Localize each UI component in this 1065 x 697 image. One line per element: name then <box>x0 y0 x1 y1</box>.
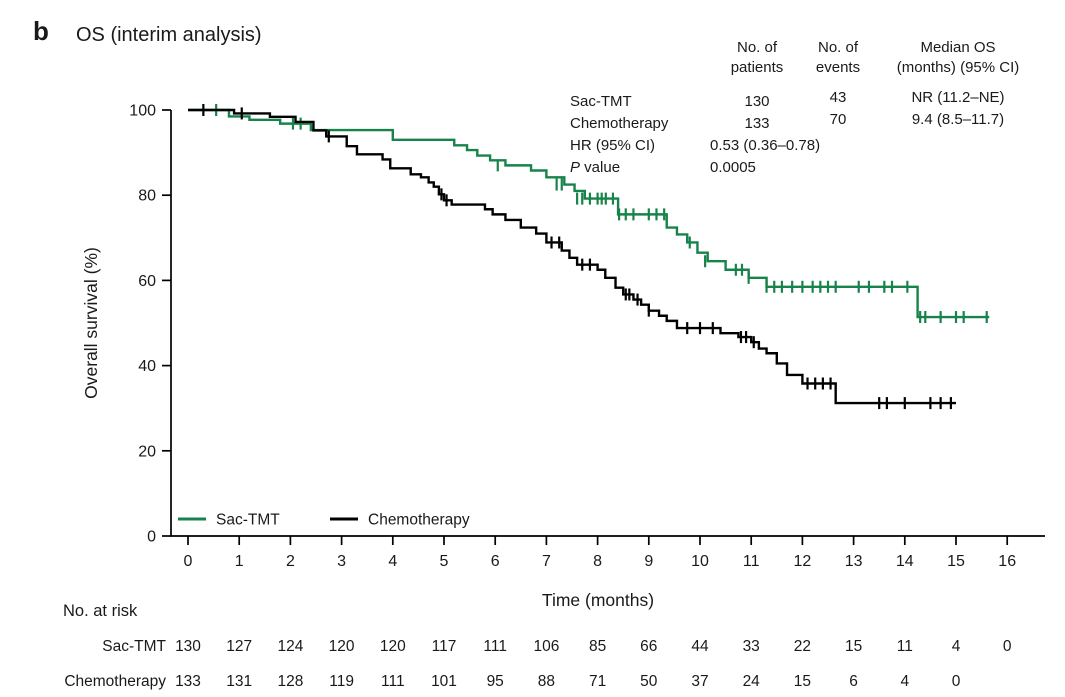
x-tick-label: 13 <box>845 553 863 570</box>
risk-value: 111 <box>381 673 405 690</box>
x-tick-label: 4 <box>388 553 397 570</box>
risk-value: 119 <box>329 673 354 690</box>
risk-value: 117 <box>432 638 457 655</box>
stats-value-median-sac: NR (11.2–NE) <box>911 89 1005 106</box>
risk-value: 15 <box>845 638 862 655</box>
risk-value: 22 <box>794 638 811 655</box>
x-tick-label: 16 <box>998 553 1016 570</box>
risk-value: 50 <box>640 673 658 690</box>
stats-value-median-chemo: 9.4 (8.5–11.7) <box>911 111 1005 128</box>
x-tick-label: 14 <box>896 553 914 570</box>
risk-value: 44 <box>691 638 709 655</box>
stats-header-median-os: Median OS (months) (95% CI) <box>896 39 1020 76</box>
risk-value: 133 <box>175 673 201 690</box>
stats-header-patients: No. of patients <box>730 39 784 76</box>
risk-value: 128 <box>277 673 303 690</box>
risk-value: 71 <box>589 673 606 690</box>
risk-value: 130 <box>175 638 201 655</box>
x-tick-label: 7 <box>542 553 551 570</box>
risk-value: 0 <box>952 673 961 690</box>
risk-value: 120 <box>380 638 406 655</box>
page-title: OS (interim analysis) <box>76 24 262 46</box>
risk-value: 6 <box>849 673 858 690</box>
legend-label-sac-tmt: Sac-TMT <box>216 512 280 529</box>
stats-row-label-p-value: P value <box>570 159 621 176</box>
y-tick-label: 80 <box>138 188 156 205</box>
risk-value: 124 <box>277 638 303 655</box>
risk-value: 85 <box>589 638 606 655</box>
x-tick-label: 15 <box>947 553 965 570</box>
x-tick-label: 3 <box>337 553 346 570</box>
y-tick-label: 100 <box>129 103 156 120</box>
stats-row-label-hr: HR (95% CI) <box>570 137 656 154</box>
x-tick-label: 2 <box>286 553 295 570</box>
risk-value: 131 <box>226 673 252 690</box>
x-tick-label: 5 <box>440 553 449 570</box>
risk-value: 33 <box>743 638 760 655</box>
y-axis-label: Overall survival (%) <box>81 247 101 399</box>
stats-row-label-chemotherapy: Chemotherapy <box>570 115 669 132</box>
x-tick-label: 12 <box>794 553 812 570</box>
x-tick-label: 8 <box>593 553 602 570</box>
stats-header-events: No. of events <box>815 39 861 76</box>
risk-value: 37 <box>691 673 708 690</box>
x-tick-label: 11 <box>743 553 760 570</box>
stats-value-hr: 0.53 (0.36–0.78) <box>710 137 821 154</box>
risk-value: 120 <box>329 638 355 655</box>
x-tick-label: 6 <box>491 553 500 570</box>
y-tick-label: 0 <box>147 529 156 546</box>
x-axis-label: Time (months) <box>542 590 654 610</box>
series-curve-sac-tmt <box>188 108 990 319</box>
stats-value-p: 0.0005 <box>710 159 756 176</box>
risk-value: 4 <box>952 638 961 655</box>
risk-table-title: No. at risk <box>63 602 138 620</box>
stats-value-events-chemo: 70 <box>829 111 847 128</box>
risk-value: 95 <box>487 673 504 690</box>
y-tick-label: 60 <box>138 273 156 290</box>
y-tick-label: 40 <box>138 358 156 375</box>
stats-value-patients-chemo: 133 <box>744 115 770 132</box>
stats-value-patients-sac: 130 <box>744 93 770 110</box>
risk-value: 101 <box>431 673 457 690</box>
stats-value-events-sac: 43 <box>829 89 847 106</box>
risk-value: 24 <box>743 673 761 690</box>
x-tick-label: 10 <box>691 553 709 570</box>
stats-row-label-sac-tmt: Sac-TMT <box>570 93 632 110</box>
risk-row-label-sac-tmt: Sac-TMT <box>102 638 166 655</box>
risk-value: 88 <box>538 673 555 690</box>
risk-value: 111 <box>483 638 507 655</box>
y-tick-label: 20 <box>138 443 156 460</box>
x-tick-label: 9 <box>644 553 653 570</box>
risk-value: 66 <box>640 638 657 655</box>
x-tick-label: 1 <box>235 553 244 570</box>
risk-value: 15 <box>794 673 811 690</box>
x-tick-label: 0 <box>184 553 193 570</box>
risk-row-label-chemotherapy: Chemotherapy <box>64 673 166 690</box>
risk-value: 0 <box>1003 638 1012 655</box>
risk-value: 4 <box>900 673 909 690</box>
risk-value: 106 <box>533 638 559 655</box>
risk-value: 11 <box>897 638 913 655</box>
legend-label-chemotherapy: Chemotherapy <box>368 512 470 529</box>
panel-letter: b <box>33 16 50 46</box>
risk-value: 127 <box>226 638 252 655</box>
